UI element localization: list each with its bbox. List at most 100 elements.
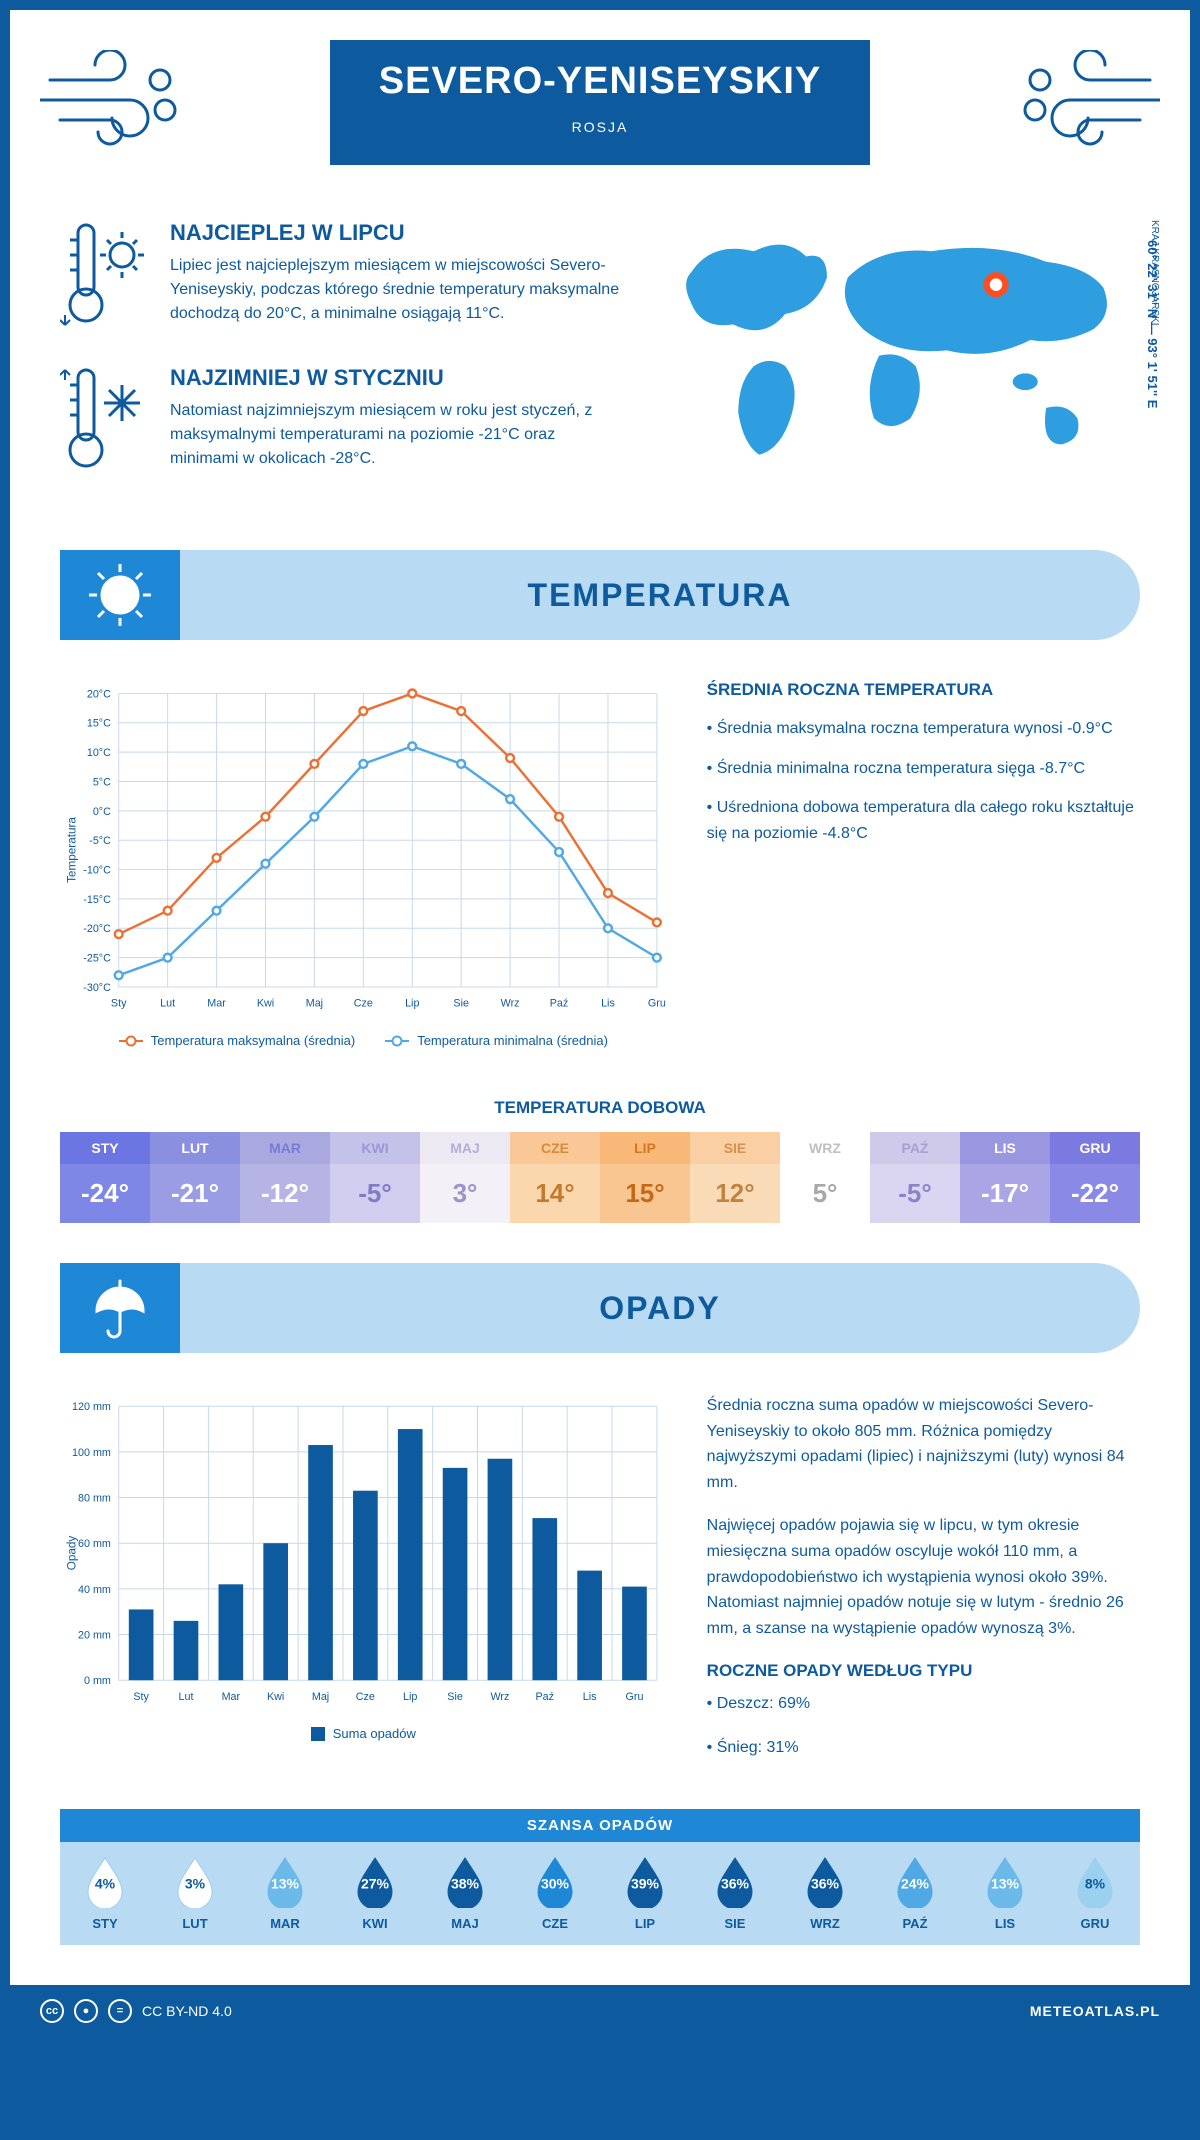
svg-text:-15°C: -15°C xyxy=(83,894,111,906)
drop-icon: 27% xyxy=(354,1856,396,1908)
svg-text:0 mm: 0 mm xyxy=(84,1675,111,1687)
chance-box: SZANSA OPADÓW 4% STY 3% LUT 13% MAR 27% … xyxy=(60,1809,1140,1945)
svg-text:40 mm: 40 mm xyxy=(78,1584,111,1596)
svg-text:Opady: Opady xyxy=(66,1536,79,1571)
nd-icon: = xyxy=(108,1999,132,2023)
wind-icon xyxy=(40,50,190,150)
daily-title: TEMPERATURA DOBOWA xyxy=(10,1098,1190,1118)
daily-cell: LIP 15° xyxy=(600,1132,690,1223)
svg-text:Sty: Sty xyxy=(111,998,127,1010)
chance-cell: 8% GRU xyxy=(1050,1856,1140,1931)
svg-text:Paź: Paź xyxy=(536,1691,555,1703)
thermometer-snow-icon xyxy=(60,365,150,480)
info-line: • Uśredniona dobowa temperatura dla całe… xyxy=(707,795,1140,846)
svg-text:Gru: Gru xyxy=(626,1691,644,1703)
cc-icon: cc xyxy=(40,1999,64,2023)
temp-info-title: ŚREDNIA ROCZNA TEMPERATURA xyxy=(707,680,1140,700)
info-line: • Średnia maksymalna roczna temperatura … xyxy=(707,716,1140,742)
daily-cell: LUT -21° xyxy=(150,1132,240,1223)
svg-text:Sie: Sie xyxy=(453,998,469,1010)
fact-hot-title: NAJCIEPLEJ W LIPCU xyxy=(170,220,620,246)
legend-min: Temperatura minimalna (średnia) xyxy=(417,1033,608,1048)
daily-cell: WRZ 5° xyxy=(780,1132,870,1223)
svg-text:Wrz: Wrz xyxy=(501,998,520,1010)
info-line: • Deszcz: 69% xyxy=(707,1691,1140,1717)
sun-icon xyxy=(60,550,180,640)
fact-hot: NAJCIEPLEJ W LIPCU Lipiec jest najcieple… xyxy=(60,220,620,335)
drop-icon: 36% xyxy=(714,1856,756,1908)
drop-icon: 8% xyxy=(1074,1856,1116,1908)
daily-cell: CZE 14° xyxy=(510,1132,600,1223)
chance-cell: 3% LUT xyxy=(150,1856,240,1931)
country-label: ROSJA xyxy=(330,119,870,135)
drop-icon: 36% xyxy=(804,1856,846,1908)
svg-text:10°C: 10°C xyxy=(87,747,111,759)
svg-text:Mar: Mar xyxy=(222,1691,241,1703)
daily-cell: LIS -17° xyxy=(960,1132,1050,1223)
fact-hot-text: Lipiec jest najcieplejszym miesiącem w m… xyxy=(170,254,620,326)
svg-text:0°C: 0°C xyxy=(93,806,111,818)
svg-text:Cze: Cze xyxy=(356,1691,375,1703)
drop-icon: 3% xyxy=(174,1856,216,1908)
drop-icon: 13% xyxy=(264,1856,306,1908)
section-banner-temp: TEMPERATURA xyxy=(60,550,1140,640)
svg-text:Lis: Lis xyxy=(583,1691,597,1703)
drop-icon: 39% xyxy=(624,1856,666,1908)
footer: cc ● = CC BY-ND 4.0 METEOATLAS.PL xyxy=(10,1985,1190,2037)
svg-text:Wrz: Wrz xyxy=(490,1691,509,1703)
daily-temp-grid: STY -24°LUT -21°MAR -12°KWI -5°MAJ 3°CZE… xyxy=(60,1132,1140,1223)
coords-label: 60° 22' 31'' N — 93° 1' 51'' E xyxy=(1145,240,1160,408)
precip-type-title: ROCZNE OPADY WEDŁUG TYPU xyxy=(707,1661,1140,1681)
daily-cell: STY -24° xyxy=(60,1132,150,1223)
svg-text:Maj: Maj xyxy=(306,998,323,1010)
umbrella-icon xyxy=(60,1263,180,1353)
daily-cell: PAŹ -5° xyxy=(870,1132,960,1223)
chance-cell: 13% MAR xyxy=(240,1856,330,1931)
fact-cold-text: Natomiast najzimniejszym miesiącem w rok… xyxy=(170,399,620,471)
svg-text:20 mm: 20 mm xyxy=(78,1629,111,1641)
chance-cell: 13% LIS xyxy=(960,1856,1050,1931)
section-title-temp: TEMPERATURA xyxy=(180,577,1140,614)
daily-cell: SIE 12° xyxy=(690,1132,780,1223)
precip-p2: Najwięcej opadów pojawia się w lipcu, w … xyxy=(707,1513,1140,1641)
svg-text:5°C: 5°C xyxy=(93,776,111,788)
precip-p1: Średnia roczna suma opadów w miejscowośc… xyxy=(707,1393,1140,1495)
svg-text:Lut: Lut xyxy=(160,998,175,1010)
svg-text:Kwi: Kwi xyxy=(257,998,274,1010)
svg-text:-10°C: -10°C xyxy=(83,864,111,876)
header: SEVERO-YENISEYSKIY ROSJA xyxy=(10,10,1190,190)
daily-cell: MAR -12° xyxy=(240,1132,330,1223)
svg-text:-25°C: -25°C xyxy=(83,953,111,965)
section-title-precip: OPADY xyxy=(180,1290,1140,1327)
svg-text:120 mm: 120 mm xyxy=(72,1401,111,1413)
drop-icon: 4% xyxy=(84,1856,126,1908)
chance-title: SZANSA OPADÓW xyxy=(60,1809,1140,1842)
svg-text:Lip: Lip xyxy=(405,998,419,1010)
world-map: KRAJ KRASNOJARSKI 60° 22' 31'' N — 93° 1… xyxy=(660,220,1140,510)
drop-icon: 13% xyxy=(984,1856,1026,1908)
chance-cell: 4% STY xyxy=(60,1856,150,1931)
title-band: SEVERO-YENISEYSKIY ROSJA xyxy=(330,40,870,165)
legend-max: Temperatura maksymalna (średnia) xyxy=(151,1033,355,1048)
daily-cell: GRU -22° xyxy=(1050,1132,1140,1223)
svg-text:Sty: Sty xyxy=(133,1691,149,1703)
svg-text:-20°C: -20°C xyxy=(83,923,111,935)
svg-text:Paź: Paź xyxy=(550,998,569,1010)
svg-text:Lut: Lut xyxy=(179,1691,194,1703)
chance-cell: 38% MAJ xyxy=(420,1856,510,1931)
chart-legend: Temperatura maksymalna (średnia) Tempera… xyxy=(60,1033,667,1048)
daily-cell: MAJ 3° xyxy=(420,1132,510,1223)
drop-icon: 38% xyxy=(444,1856,486,1908)
svg-text:80 mm: 80 mm xyxy=(78,1492,111,1504)
thermometer-sun-icon xyxy=(60,220,150,335)
svg-text:-5°C: -5°C xyxy=(89,835,111,847)
info-line: • Śnieg: 31% xyxy=(707,1735,1140,1761)
chance-cell: 39% LIP xyxy=(600,1856,690,1931)
wind-icon xyxy=(1010,50,1160,150)
fact-cold: NAJZIMNIEJ W STYCZNIU Natomiast najzimni… xyxy=(60,365,620,480)
info-line: • Średnia minimalna roczna temperatura s… xyxy=(707,756,1140,782)
intro-section: NAJCIEPLEJ W LIPCU Lipiec jest najcieple… xyxy=(10,190,1190,550)
svg-text:Kwi: Kwi xyxy=(267,1691,284,1703)
by-icon: ● xyxy=(74,1999,98,2023)
temp-line-chart: -30°C-25°C-20°C-15°C-10°C-5°C0°C5°C10°C1… xyxy=(60,680,667,1048)
